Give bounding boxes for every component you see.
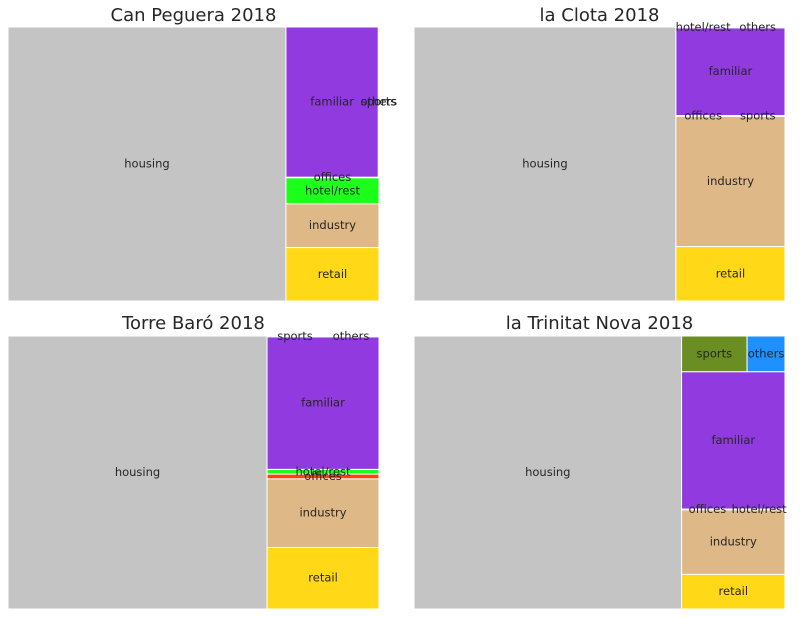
cell-label-industry: industry	[309, 218, 356, 232]
cell-label-housing: housing	[115, 465, 160, 479]
treemap-cell-retail	[285, 247, 380, 302]
treemap-cell-sports	[681, 335, 748, 373]
treemap-panel-la-clota-2018: la Clota 2018 housing hotel/rest others fami…	[413, 5, 786, 302]
cell-label-hotel-rest: hotel/rest	[676, 20, 732, 34]
treemap-cell-retail	[681, 573, 786, 610]
cell-label-hotel-rest: hotel/rest	[305, 183, 361, 197]
cell-label-familiar: familiar	[310, 95, 354, 109]
cell-label-offices: offices	[314, 170, 352, 184]
cell-label-others: others	[333, 329, 370, 343]
treemap-panel-la-trinitat-nova-2018: la Trinitat Nova 2018 housing sports others…	[413, 313, 788, 610]
cell-label-industry: industry	[707, 174, 754, 188]
cell-label-hotel-rest: hotel/rest	[296, 464, 352, 478]
treemap-panel-can-peguera-2018: Can Peguera 2018 housing familiar sportsoth…	[7, 5, 398, 302]
cell-label-sports: sports	[740, 108, 776, 122]
cell-label-retail: retail	[318, 267, 348, 281]
treemap-cell-familiar	[681, 371, 786, 510]
cell-label-others: others	[361, 95, 398, 109]
cell-label-familiar: familiar	[711, 433, 755, 447]
treemap-cell-others	[746, 335, 786, 373]
cell-label-sports: sports	[697, 346, 733, 360]
panel-title: Torre Baró 2018	[121, 313, 265, 334]
cell-label-industry: industry	[299, 506, 346, 520]
treemap-cell-housing	[7, 335, 268, 610]
cell-label-retail: retail	[308, 571, 338, 585]
cell-label-familiar: familiar	[301, 396, 345, 410]
cell-label-others: others	[739, 20, 776, 34]
panel-title: la Clota 2018	[540, 5, 660, 26]
treemap-cell-familiar	[266, 336, 380, 470]
treemap-cell-housing	[413, 26, 677, 302]
cell-label-others: others	[748, 346, 785, 360]
cell-label-offices: offices	[689, 502, 727, 516]
treemap-cell-housing	[413, 335, 683, 610]
cell-label-housing: housing	[522, 157, 567, 171]
treemap-cell-familiar	[675, 27, 786, 116]
treemap-panel-torre-bar-2018: Torre Baró 2018 housing sports others famili…	[7, 313, 380, 610]
cell-label-retail: retail	[719, 584, 749, 598]
cell-label-offices: offices	[304, 469, 342, 483]
panel-title: la Trinitat Nova 2018	[506, 313, 693, 334]
treemap-cell-industry	[675, 115, 786, 248]
treemap-cell-industry	[285, 203, 380, 249]
cell-label-housing: housing	[124, 157, 169, 171]
cell-label-housing: housing	[525, 465, 570, 479]
treemap-cell-retail	[266, 546, 380, 610]
cell-label-retail: retail	[716, 266, 746, 280]
cell-label-sports: sports	[277, 329, 313, 343]
cell-label-hotel-rest: hotel/rest	[732, 502, 788, 516]
cell-label-offices: offices	[684, 108, 722, 122]
treemap-cell-housing	[7, 26, 287, 302]
treemap-cell-hotel-rest	[285, 177, 380, 205]
treemap-cell-retail	[675, 246, 786, 302]
treemap-cell-industry	[266, 478, 380, 548]
treemap-cell-familiar	[285, 26, 379, 178]
cell-label-sports: sports	[361, 95, 397, 109]
cell-label-familiar: familiar	[709, 64, 753, 78]
panel-title: Can Peguera 2018	[111, 5, 277, 26]
cell-label-industry: industry	[710, 535, 757, 549]
